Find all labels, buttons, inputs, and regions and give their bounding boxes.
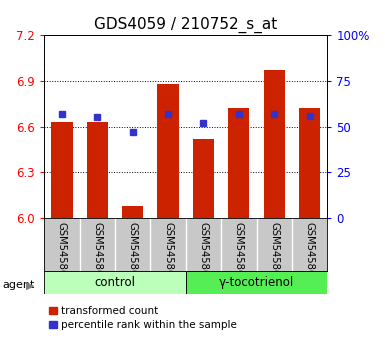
Text: GSM545866: GSM545866 — [234, 222, 244, 282]
Text: γ-tocotrienol: γ-tocotrienol — [219, 276, 294, 289]
Bar — [51, 122, 72, 218]
Bar — [122, 206, 143, 218]
Bar — [264, 70, 285, 218]
Text: GSM545867: GSM545867 — [269, 222, 279, 282]
Bar — [157, 84, 179, 218]
Legend: transformed count, percentile rank within the sample: transformed count, percentile rank withi… — [50, 306, 237, 330]
Title: GDS4059 / 210752_s_at: GDS4059 / 210752_s_at — [94, 16, 277, 33]
Text: control: control — [95, 276, 136, 289]
Text: ▶: ▶ — [26, 281, 35, 291]
Text: GSM545868: GSM545868 — [305, 222, 315, 282]
Bar — [193, 139, 214, 218]
FancyBboxPatch shape — [44, 271, 186, 294]
Text: GSM545864: GSM545864 — [163, 222, 173, 282]
Text: agent: agent — [2, 280, 34, 290]
Text: GSM545863: GSM545863 — [128, 222, 138, 282]
Bar — [87, 122, 108, 218]
FancyBboxPatch shape — [186, 271, 327, 294]
Text: GSM545861: GSM545861 — [57, 222, 67, 282]
Text: GSM545862: GSM545862 — [92, 222, 102, 282]
Bar — [228, 108, 249, 218]
Bar — [299, 108, 320, 218]
Text: GSM545865: GSM545865 — [198, 222, 208, 282]
